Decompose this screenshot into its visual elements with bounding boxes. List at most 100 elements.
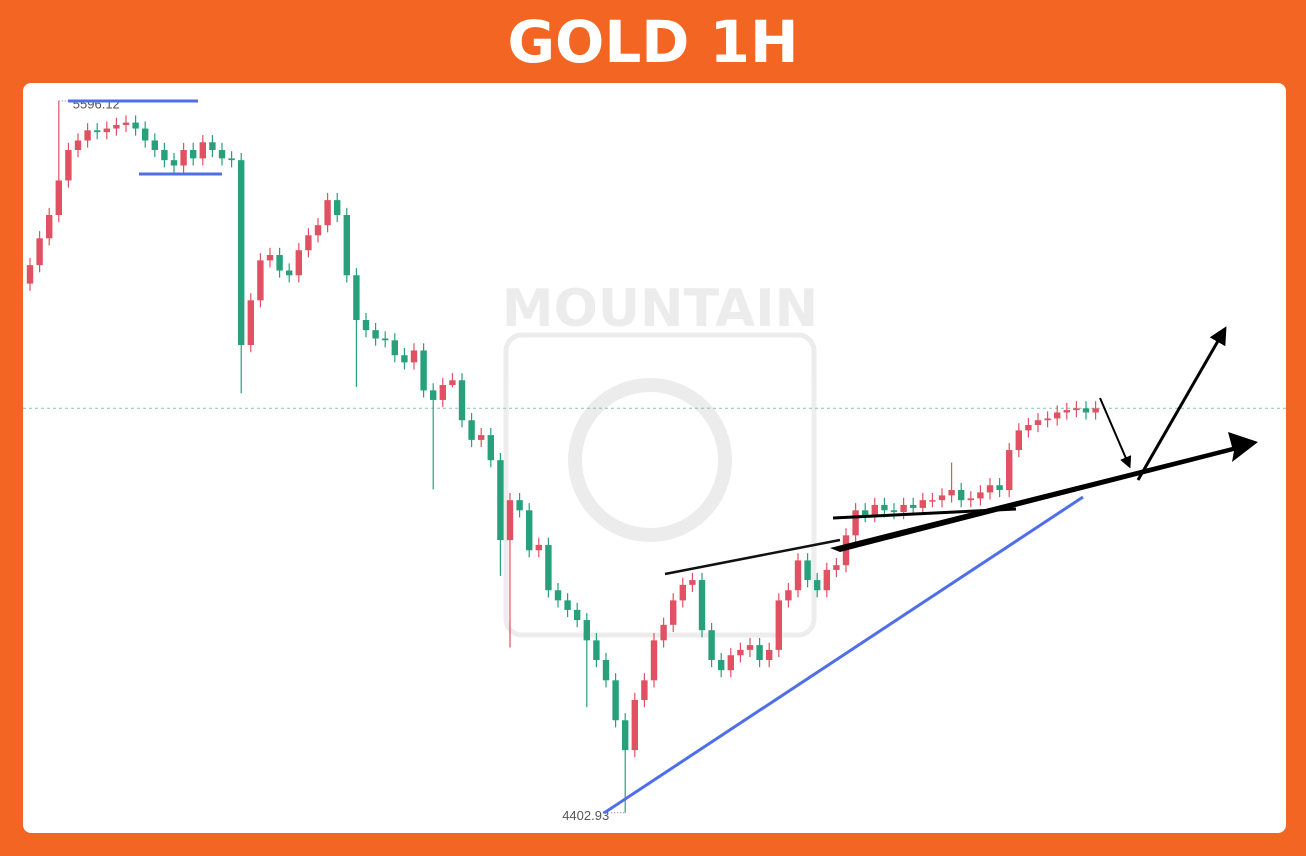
- candle-body: [1034, 420, 1042, 425]
- candle-body: [919, 500, 926, 508]
- candle-body: [228, 158, 235, 161]
- candle-body: [535, 544, 542, 551]
- candle-body: [170, 160, 178, 166]
- candle-body: [103, 128, 110, 133]
- candle-body: [180, 150, 187, 166]
- candle-body: [199, 142, 206, 159]
- candle-body: [574, 609, 581, 621]
- candle-body: [1006, 450, 1013, 491]
- candle-body: [526, 510, 533, 551]
- candle-body: [151, 140, 158, 151]
- candle-body: [881, 504, 888, 511]
- candle-body: [1082, 408, 1090, 413]
- candle-body: [967, 498, 974, 501]
- candle-body: [401, 355, 408, 363]
- candle-body: [1015, 430, 1022, 451]
- candle-body: [382, 338, 389, 341]
- chart-title: GOLD 1H: [507, 8, 798, 76]
- candle-body: [132, 122, 139, 129]
- candle-body: [391, 340, 398, 356]
- candle-body: [238, 160, 245, 346]
- forecast-arrow: [1099, 397, 1132, 469]
- candle-body: [1092, 408, 1099, 413]
- candle-body: [910, 504, 917, 508]
- candle-body: [142, 128, 149, 141]
- candle-body: [660, 624, 667, 641]
- candle-body: [593, 640, 600, 661]
- candle-body: [487, 435, 494, 461]
- candle-body: [362, 320, 370, 331]
- candle-body: [737, 649, 744, 656]
- candle-body: [247, 300, 254, 346]
- candle-body: [84, 130, 91, 141]
- candle-body: [689, 580, 696, 585]
- candle-body: [938, 495, 946, 501]
- watermark-frame: [503, 332, 817, 638]
- candle-body: [823, 569, 830, 591]
- candle-body: [161, 150, 168, 161]
- candle-body: [266, 255, 274, 261]
- candle-body: [852, 510, 859, 536]
- drawn-line: [664, 538, 841, 576]
- candle-body: [996, 485, 1003, 491]
- candle-body: [506, 500, 514, 541]
- candle-body: [641, 680, 648, 700]
- candle-body: [74, 140, 82, 151]
- candle-body: [554, 590, 562, 601]
- candle-body: [622, 720, 629, 751]
- watermark-logo: [568, 378, 732, 542]
- candle-body: [785, 590, 792, 601]
- plot-panel: [23, 83, 1286, 833]
- candle-body: [545, 544, 552, 591]
- candle-body: [295, 250, 302, 276]
- candle-body: [1063, 410, 1070, 413]
- candle-body: [65, 150, 72, 181]
- candle-body: [286, 270, 293, 276]
- candle-body: [650, 640, 658, 681]
- candle-body: [986, 485, 994, 493]
- candle-body: [679, 584, 686, 601]
- candle-body: [343, 215, 350, 276]
- candle-body: [833, 565, 840, 570]
- candle-body: [708, 630, 715, 661]
- candle-body: [958, 490, 965, 501]
- marks: 5596.12 4402.93: [23, 96, 1286, 823]
- candle-body: [468, 420, 475, 440]
- candle-body: [55, 180, 62, 216]
- candle-body: [190, 150, 197, 159]
- candle-body: [871, 504, 878, 516]
- candle-body: [862, 510, 869, 516]
- candle-body: [766, 649, 773, 661]
- candle-body: [497, 460, 504, 541]
- candle-body: [26, 265, 34, 284]
- candle-body: [314, 225, 322, 236]
- candle-body: [324, 200, 331, 226]
- candle-body: [698, 580, 706, 631]
- candle-body: [257, 260, 264, 301]
- candle-body: [948, 490, 955, 496]
- candle-body: [718, 660, 725, 671]
- candle-body: [929, 500, 936, 502]
- candle-body: [478, 435, 485, 440]
- candle-body: [564, 600, 571, 610]
- low-label: 4402.93: [562, 808, 609, 823]
- forecast-arrow: [830, 432, 1258, 552]
- candle-body: [276, 255, 283, 271]
- candle-body: [209, 142, 216, 151]
- candle-body: [775, 600, 782, 650]
- forecast-arrow: [1136, 326, 1227, 481]
- candle-body: [670, 600, 677, 625]
- candle-body: [814, 580, 821, 591]
- candle-body: [1025, 425, 1032, 431]
- candle-body: [430, 390, 437, 400]
- trend-line: [603, 495, 1084, 815]
- candle-body: [46, 215, 53, 239]
- candle-body: [1044, 418, 1051, 421]
- candle-body: [900, 504, 907, 513]
- candle-body: [305, 235, 312, 251]
- high-label: 5596.12: [73, 96, 120, 111]
- candle-body: [36, 238, 43, 266]
- candle-body: [794, 560, 802, 591]
- candle-body: [746, 645, 754, 650]
